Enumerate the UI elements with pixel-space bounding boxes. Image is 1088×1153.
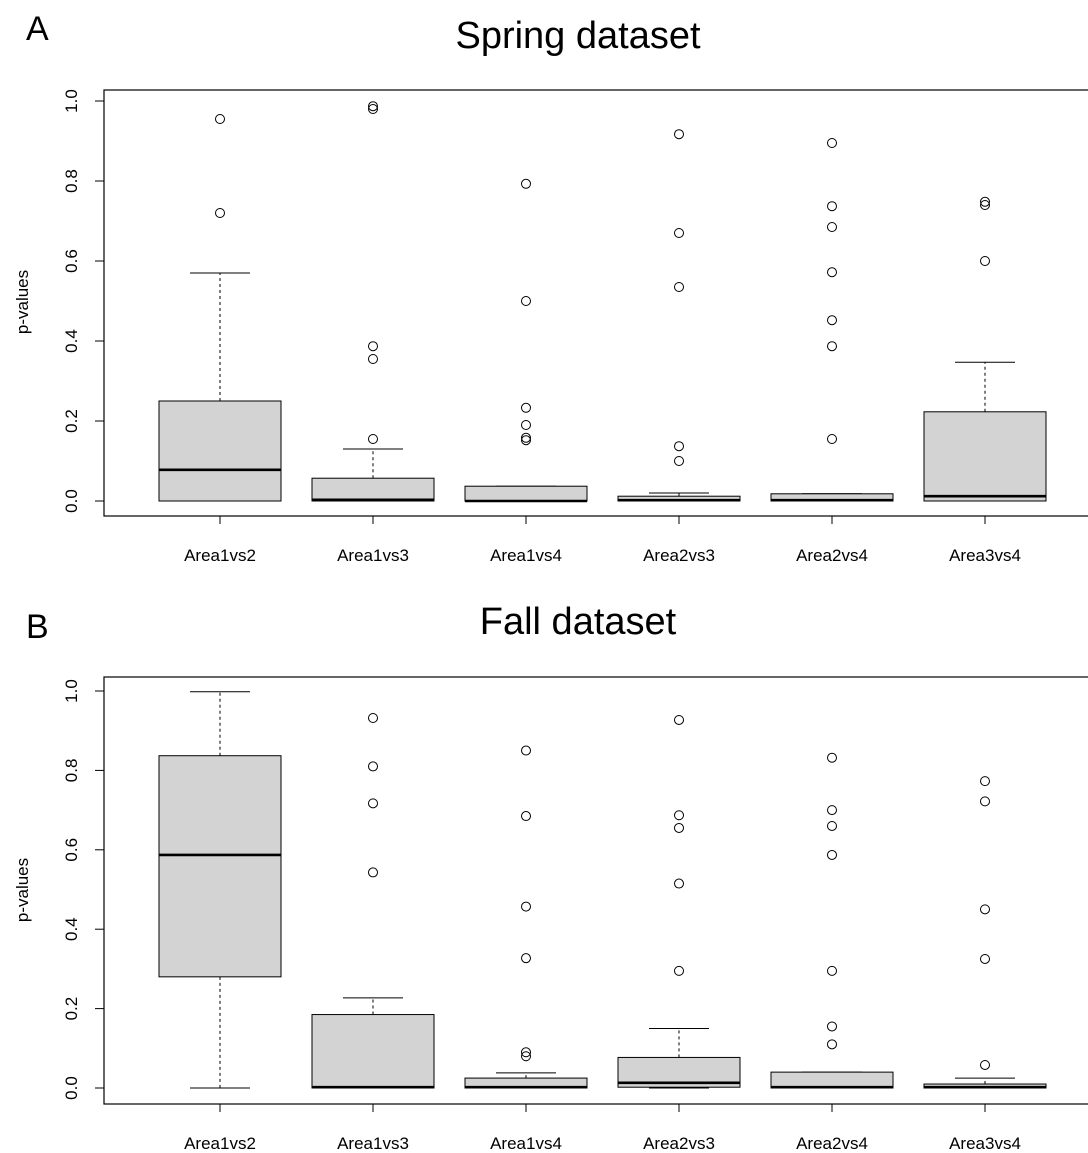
outlier-point	[368, 434, 378, 444]
outlier-point	[368, 761, 378, 772]
outlier-point	[368, 867, 378, 878]
outlier-point	[521, 432, 531, 443]
y-tick-label: 0.8	[62, 759, 81, 783]
x-tick-label: Area1vs4	[490, 546, 562, 565]
outlier-point	[674, 129, 684, 140]
outlier-point	[674, 822, 684, 833]
outlier-point	[980, 904, 990, 915]
outlier-point	[674, 441, 684, 452]
outlier-point	[827, 434, 837, 444]
box	[311, 1014, 435, 1089]
x-tick-label: Area2vs4	[796, 546, 868, 565]
outlier-point	[980, 196, 990, 207]
y-tick-label: 0.6	[62, 249, 81, 273]
outlier-point	[827, 752, 837, 763]
plot-frame-fall	[103, 676, 1088, 1105]
outlier-point	[521, 1047, 531, 1058]
box	[158, 400, 282, 502]
outlier-point	[368, 341, 378, 352]
outlier-point	[980, 796, 990, 807]
y-axis-label-fall: p-values	[13, 858, 32, 922]
box	[464, 485, 588, 502]
plot-frame-spring	[103, 89, 1088, 517]
x-tick-label: Area2vs3	[643, 546, 715, 565]
outlier-point	[674, 282, 684, 292]
outlier-point	[980, 256, 990, 266]
box	[311, 477, 435, 502]
y-tick-label: 0.6	[62, 838, 81, 862]
panel-fall: B Fall dataset p-values 0.0 0.2 0.4 0.6 0.8 1…	[13, 601, 1088, 1153]
outlier-point	[827, 820, 837, 831]
outlier-point	[674, 878, 684, 889]
outlier-point	[368, 101, 378, 112]
outlier-point	[368, 354, 378, 364]
outlier-point	[827, 965, 837, 976]
outlier-point	[827, 341, 837, 352]
outlier-point	[980, 1059, 990, 1070]
y-tick-label: 0.0	[62, 489, 81, 513]
outlier-point	[368, 104, 378, 114]
outlier-point	[980, 200, 990, 210]
panel-label-b: B	[26, 608, 49, 646]
y-tick-label: 0.0	[62, 1076, 81, 1100]
outlier-point	[674, 456, 684, 466]
y-tick-label: 0.4	[62, 329, 81, 353]
y-axis-label-spring: p-values	[13, 270, 32, 334]
outlier-point	[521, 402, 531, 413]
x-tick-label: Area1vs3	[337, 546, 409, 565]
outlier-point	[521, 1051, 531, 1062]
outlier-point	[521, 745, 531, 756]
x-tick-label: Area1vs2	[184, 1134, 256, 1153]
outlier-point	[827, 201, 837, 212]
box	[923, 411, 1047, 502]
outlier-point	[827, 222, 837, 232]
outlier-point	[827, 315, 837, 326]
outlier-point	[980, 776, 990, 787]
panel-spring: A Spring dataset p-values 0.00.20.40.60.…	[13, 10, 1088, 565]
box	[158, 755, 282, 978]
box	[770, 1071, 894, 1089]
y-tick-label: 1.0	[62, 679, 81, 703]
x-tick-label: Area2vs3	[643, 1134, 715, 1153]
outlier-point	[368, 712, 378, 723]
plot-area-fall: 0.0 0.2 0.4 0.6 0.8 1.0 Area1vs2 Area1vs3 Area1v…	[62, 679, 1047, 1153]
x-tick-label: Area1vs3	[337, 1134, 409, 1153]
chart-title-spring: Spring dataset	[455, 15, 700, 57]
outlier-point	[827, 1039, 837, 1050]
y-tick-label: 0.8	[62, 169, 81, 193]
panel-label-a: A	[26, 10, 49, 48]
outlier-point	[827, 1021, 837, 1032]
outlier-point	[827, 138, 837, 148]
outlier-point	[521, 178, 531, 189]
plot-area-spring: 0.0 0.2 0.4 0.6 0.8 1.0 Area1vs2 Area1vs3 Area1v…	[62, 89, 1047, 565]
outlier-point	[521, 953, 531, 964]
outlier-point	[215, 114, 225, 124]
outlier-point	[521, 420, 531, 430]
outlier-point	[674, 228, 684, 238]
x-tick-label: Area1vs4	[490, 1134, 562, 1153]
outlier-point	[215, 208, 225, 218]
x-tick-label: Area2vs4	[796, 1134, 868, 1153]
outlier-point	[521, 901, 531, 912]
outlier-point	[827, 805, 837, 816]
outlier-point	[674, 965, 684, 976]
x-tick-label: Area1vs2	[184, 546, 256, 565]
outlier-point	[980, 953, 990, 964]
outlier-point	[674, 810, 684, 821]
outlier-point	[827, 849, 837, 860]
outlier-point	[521, 811, 531, 822]
outlier-point	[674, 714, 684, 725]
x-tick-label: Area3vs4	[949, 1134, 1021, 1153]
y-tick-label: 0.2	[62, 409, 81, 433]
y-tick-label: 0.2	[62, 997, 81, 1021]
y-tick-label: 0.4	[62, 917, 81, 941]
outlier-point	[827, 267, 837, 278]
outlier-point	[521, 296, 531, 306]
y-tick-label: 1.0	[62, 89, 81, 113]
x-tick-label: Area3vs4	[949, 546, 1021, 565]
outlier-point	[521, 435, 531, 446]
chart-title-fall: Fall dataset	[480, 601, 677, 643]
outlier-point	[368, 798, 378, 809]
